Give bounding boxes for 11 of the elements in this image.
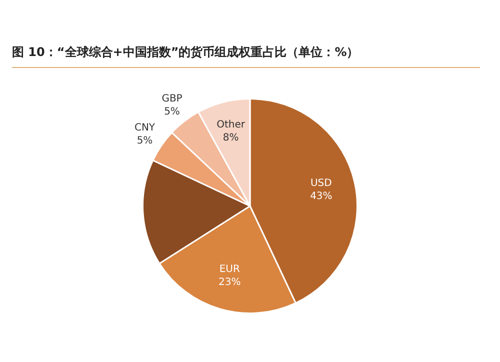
slice-label: CNY — [134, 122, 156, 134]
slice-label: EUR — [219, 264, 240, 276]
data-label: 23% — [218, 277, 241, 288]
slice-label: USD — [310, 178, 332, 190]
data-label: 5% — [136, 136, 153, 147]
slice-label: GBP — [162, 94, 182, 105]
data-label: 5% — [164, 106, 180, 118]
data-label: 43% — [310, 191, 332, 202]
data-label: 8% — [222, 132, 239, 144]
slice-label: Other — [216, 119, 246, 130]
chart-title: 图 10：“全球综合+中国指数”的货币组成权重占比（单位：%） — [12, 44, 480, 68]
